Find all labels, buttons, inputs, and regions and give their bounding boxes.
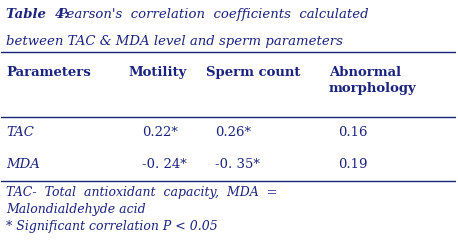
Text: Abnormal
morphology: Abnormal morphology — [329, 66, 416, 95]
Text: -0. 35*: -0. 35* — [215, 158, 260, 171]
Text: Sperm count: Sperm count — [206, 66, 300, 79]
Text: between TAC & MDA level and sperm parameters: between TAC & MDA level and sperm parame… — [6, 35, 343, 48]
Text: Motility: Motility — [129, 66, 187, 79]
Text: TAC: TAC — [6, 126, 34, 139]
Text: 0.16: 0.16 — [338, 126, 367, 139]
Text: 0.26*: 0.26* — [215, 126, 251, 139]
Text: Table  4:: Table 4: — [6, 8, 69, 21]
Text: MDA: MDA — [6, 158, 40, 171]
Text: 0.19: 0.19 — [338, 158, 367, 171]
Text: Parameters: Parameters — [6, 66, 91, 79]
Text: 0.22*: 0.22* — [142, 126, 178, 139]
Text: Pearson's  correlation  coefficients  calculated: Pearson's correlation coefficients calcu… — [54, 8, 368, 21]
Text: -0. 24*: -0. 24* — [142, 158, 187, 171]
Text: TAC-  Total  antioxidant  capacity,  MDA  =
Malondialdehyde acid
* Significant c: TAC- Total antioxidant capacity, MDA = M… — [6, 186, 277, 233]
